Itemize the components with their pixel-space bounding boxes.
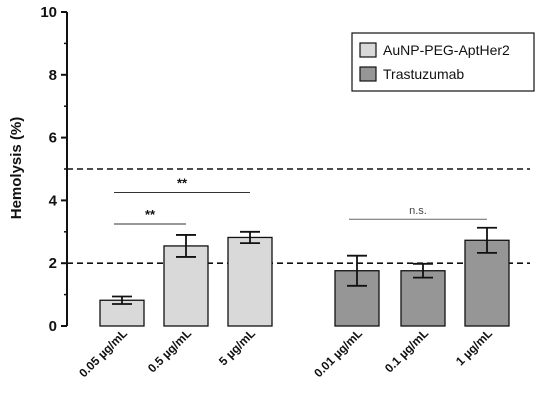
bar bbox=[163, 245, 209, 327]
legend-swatch bbox=[359, 66, 377, 82]
category-label: 1 µg/mL bbox=[453, 326, 495, 368]
legend-box bbox=[351, 32, 535, 92]
legend-swatch bbox=[359, 42, 377, 58]
ns-annotation: n.s. bbox=[349, 205, 487, 220]
error-bar bbox=[413, 262, 433, 279]
error-bar bbox=[477, 226, 497, 254]
category-label: 0.1 µg/mL bbox=[382, 326, 431, 375]
y-axis-title: Hemolysis (%) bbox=[8, 117, 25, 220]
legend-item: AuNP-PEG-AptHer2 bbox=[359, 42, 510, 58]
error-bar bbox=[176, 234, 196, 258]
legend-label: Trastuzumab bbox=[383, 66, 464, 82]
legend: AuNP-PEG-AptHer2 Trastuzumab bbox=[351, 32, 535, 92]
y-tick-label: 10 bbox=[40, 4, 57, 21]
y-tick-label: 4 bbox=[49, 192, 58, 209]
category-labels: 0.05 µg/mL 0.5 µg/mL 5 µg/mL 0.01 µg/mL 0.1 … bbox=[76, 326, 495, 380]
y-tick-label: 6 bbox=[49, 130, 57, 147]
error-bar bbox=[240, 230, 260, 245]
y-tick-label: 0 bbox=[49, 318, 57, 335]
significance-annotation: ** bbox=[114, 176, 250, 194]
y-tick-label: 8 bbox=[49, 67, 57, 84]
error-bars bbox=[112, 226, 497, 305]
y-tick-label: 2 bbox=[49, 255, 57, 272]
annotation-text: ** bbox=[145, 207, 156, 222]
category-label: 5 µg/mL bbox=[216, 326, 258, 368]
error-bar bbox=[112, 295, 132, 305]
error-bar bbox=[347, 254, 367, 287]
significance-annotation: ** bbox=[114, 207, 186, 225]
reference-lines bbox=[67, 168, 530, 265]
legend-label: AuNP-PEG-AptHer2 bbox=[383, 42, 510, 58]
legend-item: Trastuzumab bbox=[359, 66, 464, 82]
bar bbox=[400, 270, 446, 327]
bar bbox=[227, 236, 273, 327]
bar bbox=[464, 239, 510, 327]
bars bbox=[99, 236, 510, 327]
category-label: 0.05 µg/mL bbox=[76, 326, 130, 380]
category-label: 0.01 µg/mL bbox=[311, 326, 365, 380]
annotation-text: ** bbox=[177, 176, 188, 191]
annotation-text: n.s. bbox=[409, 205, 427, 217]
significance-annotations: ** ** n.s. bbox=[114, 176, 487, 225]
y-axis: 0 2 4 6 8 10 bbox=[40, 4, 68, 335]
category-label: 0.5 µg/mL bbox=[145, 326, 194, 375]
